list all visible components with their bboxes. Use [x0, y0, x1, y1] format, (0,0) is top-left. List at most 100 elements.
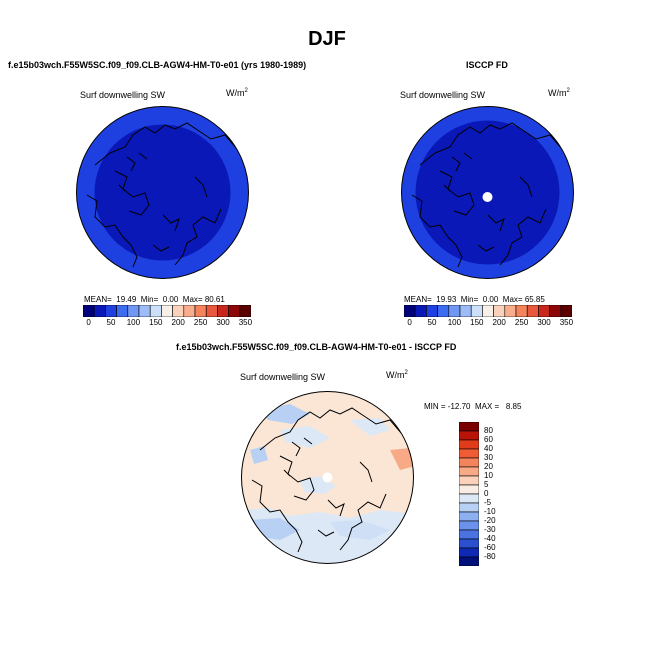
model-colorbar-box	[93, 305, 106, 317]
model-colorbar-tick-label: 100	[126, 318, 141, 327]
model-colorbar-tick-label: 300	[216, 318, 230, 327]
model-panel-title: f.e15b03wch.F55W5SC.f09_f09.CLB-AGW4-HM-…	[8, 60, 307, 70]
obs-colorbar-box	[414, 305, 427, 317]
diff-colorbar-box	[459, 520, 479, 531]
diff-colorbar-tick-label: -30	[484, 525, 496, 534]
model-colorbar-box	[183, 305, 196, 317]
model-colorbar-tick-label: 350	[238, 318, 253, 327]
diff-colorbar-tick-label: 0	[484, 489, 489, 498]
diff-colorbar-tick-label: 40	[484, 444, 493, 453]
diff-polar-map	[241, 391, 414, 564]
model-colorbar-tick-label: 250	[193, 318, 208, 327]
obs-colorbar-box	[459, 305, 472, 317]
obs-colorbar-tick-label: 200	[492, 318, 506, 327]
obs-colorbar-box	[437, 305, 450, 317]
diff-colorbar-box	[459, 475, 479, 486]
model-colorbar-box	[138, 305, 151, 317]
diff-colorbar-box	[459, 502, 479, 513]
model-colorbar-box	[161, 305, 173, 317]
diff-coastline	[251, 407, 403, 553]
obs-colorbar-box	[538, 305, 550, 317]
obs-panel-units: W/m2	[548, 88, 570, 98]
model-colorbar-box	[194, 305, 207, 317]
obs-colorbar	[404, 305, 572, 317]
diff-panel-units: W/m2	[386, 370, 408, 380]
model-panel-units: W/m2	[226, 88, 248, 98]
diff-colorbar-tick-label: 10	[484, 471, 493, 480]
diff-colorbar-ticks: 80 60 40 30 20 10 5 0 -5 -10 -20 -30 -40 -60 -80	[484, 422, 524, 566]
diff-colorbar-tick-label: -10	[484, 507, 496, 516]
diff-pole-missing-marker	[322, 472, 333, 483]
model-colorbar-ticks: 0 50 100 150 200 250 300 350	[83, 318, 253, 330]
model-colorbar	[83, 305, 251, 317]
model-colorbar-box	[205, 305, 218, 317]
obs-colorbar-box	[504, 305, 517, 317]
model-map-inner-field	[94, 124, 231, 261]
obs-colorbar-tick-label: 300	[537, 318, 551, 327]
diff-colorbar	[459, 422, 479, 566]
model-colorbar-box	[228, 305, 241, 317]
model-colorbar-box	[127, 305, 140, 317]
diff-colorbar-box	[459, 430, 479, 441]
page-title: DJF	[308, 28, 346, 50]
model-coastline	[86, 122, 238, 268]
obs-colorbar-tick-label: 0	[407, 318, 412, 327]
diff-colorbar-box	[459, 511, 479, 522]
diff-colorbar-box	[459, 493, 479, 504]
diff-colorbar-tick-label: -5	[484, 498, 492, 507]
diff-colorbar-box	[459, 439, 479, 450]
obs-polar-map	[401, 106, 574, 279]
diff-colorbar-tick-label: -80	[484, 552, 496, 561]
diff-colorbar-tick-label: 30	[484, 453, 493, 462]
model-colorbar-box	[239, 305, 251, 317]
diff-panel-variable-label: Surf downwelling SW	[240, 372, 326, 382]
diff-colorbar-box	[459, 448, 479, 459]
model-colorbar-box	[149, 305, 162, 317]
diff-colorbar-box	[459, 556, 479, 566]
obs-pole-missing-marker	[482, 192, 493, 202]
model-colorbar-tick-label: 0	[86, 318, 91, 327]
diff-colorbar-tick-label: 60	[484, 435, 493, 444]
diff-colorbar-box	[459, 529, 479, 540]
diff-colorbar-tick-label: 5	[484, 480, 489, 489]
diff-colorbar-tick-label: 80	[484, 426, 493, 435]
obs-colorbar-box	[549, 305, 562, 317]
obs-colorbar-tick-label: 250	[514, 318, 529, 327]
obs-panel-variable-label: Surf downwelling SW	[400, 90, 486, 100]
model-stats-line: MEAN= 19.49 Min= 0.00 Max= 80.61	[84, 295, 225, 304]
diff-minmax-line: MIN = -12.70 MAX = 8.85	[424, 402, 522, 411]
model-colorbar-box	[116, 305, 129, 317]
model-colorbar-box	[105, 305, 117, 317]
diff-colorbar-box	[459, 466, 479, 477]
obs-colorbar-box	[493, 305, 506, 317]
model-colorbar-box	[172, 305, 185, 317]
obs-colorbar-tick-label: 50	[427, 318, 437, 327]
obs-colorbar-box	[426, 305, 438, 317]
model-colorbar-box	[217, 305, 229, 317]
diff-colorbar-box	[459, 538, 479, 549]
diff-colorbar-box	[459, 484, 479, 495]
diff-colorbar-tick-label: -40	[484, 534, 496, 543]
diff-panel-title: f.e15b03wch.F55W5SC.f09_f09.CLB-AGW4-HM-…	[176, 342, 457, 352]
obs-colorbar-box	[448, 305, 461, 317]
model-colorbar-tick-label: 150	[149, 318, 163, 327]
diff-colorbar-box	[459, 457, 479, 468]
obs-colorbar-ticks: 0 50 100 150 200 250 300 350	[404, 318, 573, 330]
obs-colorbar-box	[470, 305, 483, 317]
diff-colorbar-box	[459, 422, 479, 432]
obs-colorbar-box	[560, 305, 572, 317]
diff-colorbar-tick-label: -20	[484, 516, 496, 525]
diff-colorbar-box	[459, 547, 479, 558]
diff-colorbar-tick-label: 20	[484, 462, 493, 471]
obs-colorbar-box	[404, 305, 416, 317]
model-panel-variable-label: Surf downwelling SW	[80, 90, 166, 100]
obs-colorbar-box	[526, 305, 539, 317]
obs-colorbar-box	[515, 305, 528, 317]
model-colorbar-tick-label: 50	[106, 318, 116, 327]
diff-colorbar-tick-label: -60	[484, 543, 496, 552]
obs-colorbar-tick-label: 100	[447, 318, 462, 327]
obs-coastline	[411, 122, 563, 268]
obs-colorbar-box	[482, 305, 494, 317]
model-polar-map	[76, 106, 249, 279]
model-colorbar-box	[83, 305, 95, 317]
